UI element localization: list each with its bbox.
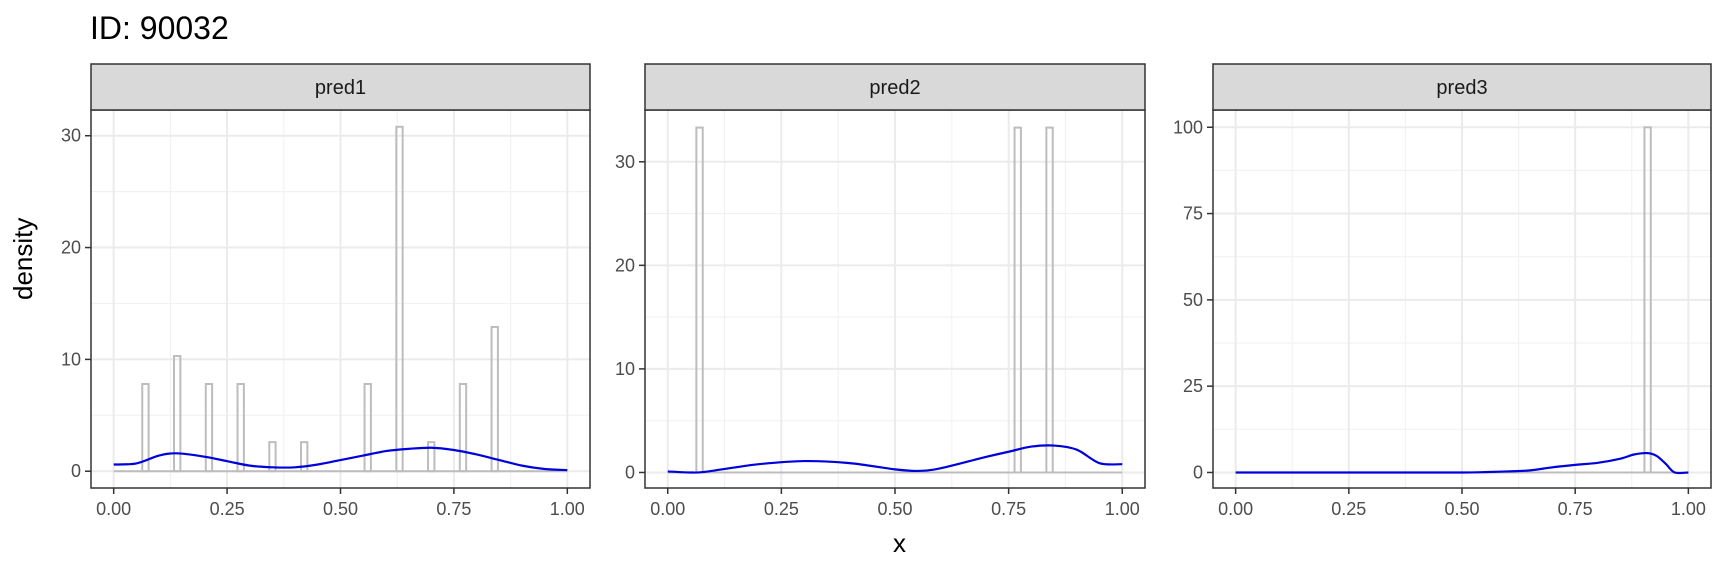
chart-title: ID: 90032	[90, 10, 229, 46]
x-tick-label: 0.25	[210, 499, 245, 519]
x-tick-label: 0.50	[323, 499, 358, 519]
facet-strip-label: pred1	[315, 77, 366, 99]
x-axis-label: x	[893, 528, 906, 558]
density-line	[667, 444, 1123, 474]
y-tick-label: 20	[61, 238, 81, 258]
y-tick-label: 20	[615, 255, 635, 275]
facet-strip	[644, 63, 1146, 111]
y-tick-label: 30	[615, 152, 635, 172]
x-tick-label: 1.00	[550, 499, 585, 519]
x-tick-label: 0.25	[1331, 499, 1366, 519]
y-tick-label: 0	[1193, 462, 1203, 482]
y-tick-label: 25	[1183, 376, 1203, 396]
x-tick-label: 0.75	[436, 499, 471, 519]
x-tick-label: 0.50	[1444, 499, 1479, 519]
y-tick-label: 10	[615, 359, 635, 379]
x-tick-label: 0.75	[991, 499, 1026, 519]
x-tick-label: 0.75	[1558, 499, 1593, 519]
y-tick-label: 75	[1183, 204, 1203, 224]
y-tick-label: 30	[61, 126, 81, 146]
x-tick-label: 0.25	[764, 499, 799, 519]
density-line	[113, 446, 568, 472]
x-tick-label: 0.00	[96, 499, 131, 519]
facet-strip	[1212, 63, 1712, 111]
x-tick-label: 1.00	[1105, 499, 1140, 519]
x-tick-label: 0.00	[1218, 499, 1253, 519]
facet-strip	[90, 63, 591, 111]
facet-strip-label: pred2	[869, 77, 920, 99]
facet-strip-label: pred3	[1436, 77, 1487, 99]
y-tick-label: 0	[625, 462, 635, 482]
x-tick-label: 1.00	[1671, 499, 1706, 519]
x-tick-label: 0.00	[650, 499, 685, 519]
y-tick-label: 0	[71, 461, 81, 481]
density-line	[1235, 451, 1689, 475]
y-tick-label: 100	[1173, 117, 1203, 137]
y-tick-label: 50	[1183, 290, 1203, 310]
y-tick-label: 10	[61, 349, 81, 369]
x-tick-label: 0.50	[877, 499, 912, 519]
